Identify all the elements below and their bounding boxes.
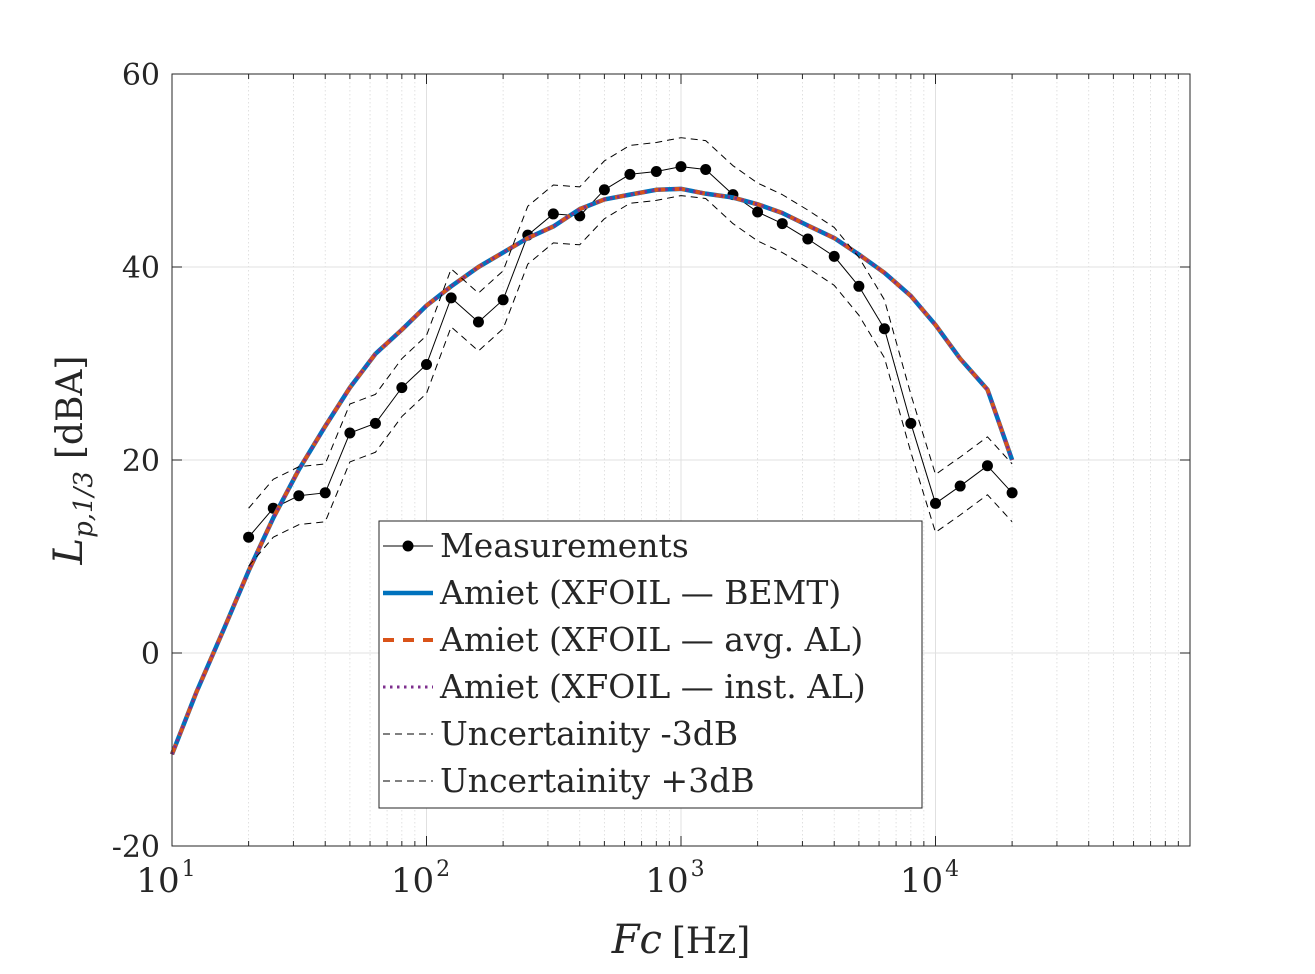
- legend-label: Uncertainity -3dB: [440, 714, 738, 753]
- legend-label: Uncertainity +3dB: [440, 761, 755, 800]
- measurement-point: [319, 487, 331, 499]
- measurement-point: [624, 168, 636, 180]
- y-axis-title-sub: p,1/3: [69, 471, 99, 538]
- y-axis-title: Lp,1/3 [dBA]: [46, 356, 99, 566]
- x-tick-exp: 3: [691, 857, 705, 882]
- x-tick-label: 104: [900, 857, 959, 901]
- measurement-point: [675, 161, 687, 173]
- measurement-point: [650, 165, 662, 177]
- measurement-point: [752, 206, 764, 218]
- legend-label: Amiet (XFOIL — avg. AL): [439, 620, 863, 659]
- x-tick-label: 103: [645, 857, 704, 901]
- measurement-point: [369, 417, 381, 429]
- measurement-point: [598, 184, 610, 196]
- measurement-point: [243, 531, 255, 543]
- measurement-point: [344, 427, 356, 439]
- x-tick-base: 10: [136, 861, 179, 901]
- measurement-point: [878, 323, 890, 335]
- legend-marker: [402, 540, 414, 552]
- measurement-point: [905, 417, 917, 429]
- measurement-point: [981, 460, 993, 472]
- series-line-4: [248, 195, 1013, 567]
- measurement-point: [1006, 487, 1018, 499]
- measurement-point: [802, 233, 814, 245]
- measurement-point: [776, 218, 788, 230]
- series-layer: [169, 137, 1018, 756]
- x-tick-exp: 1: [182, 857, 196, 882]
- x-axis-title-main: Fc: [611, 917, 662, 963]
- y-tick-label: 20: [122, 444, 160, 479]
- x-tick-label: 101: [136, 857, 195, 901]
- measurement-point: [445, 292, 457, 304]
- y-tick-label: 0: [141, 637, 160, 672]
- x-tick-base: 10: [900, 861, 943, 901]
- measurement-point: [547, 208, 559, 220]
- legend-label: Measurements: [440, 526, 689, 565]
- legend-box: [378, 520, 923, 809]
- y-tick-label: 40: [122, 251, 160, 286]
- x-tick-base: 10: [645, 861, 688, 901]
- legend-label: Amiet (XFOIL — BEMT): [439, 573, 841, 612]
- x-tick-base: 10: [391, 861, 434, 901]
- measurement-point: [930, 497, 941, 509]
- measurement-point: [700, 164, 712, 176]
- measurement-point: [293, 490, 305, 502]
- legend-label: Amiet (XFOIL — inst. AL): [439, 667, 866, 706]
- measurement-point: [497, 294, 509, 306]
- legend: Measurements Amiet (XFOIL — BEMT) Amiet (X…: [378, 520, 923, 809]
- legend-entries: Measurements Amiet (XFOIL — BEMT) Amiet (X…: [383, 526, 866, 800]
- measurement-point: [421, 358, 432, 370]
- y-tick-label: 60: [122, 58, 160, 93]
- measurement-point: [396, 382, 408, 394]
- y-axis-title-main: L: [46, 538, 92, 566]
- series-line-5: [248, 137, 1013, 509]
- measurement-point: [828, 250, 840, 262]
- y-tick-label: -20: [112, 830, 160, 865]
- x-tick-label: 102: [391, 857, 450, 901]
- y-axis-title-unit: [dBA]: [50, 356, 91, 460]
- series-line-3: [170, 187, 1014, 755]
- measurement-point: [472, 316, 484, 328]
- measurement-point: [954, 480, 966, 492]
- x-tick-exp: 2: [436, 857, 450, 882]
- x-axis-title: Fc [Hz]: [611, 917, 751, 963]
- x-tick-exp: 4: [945, 857, 959, 882]
- x-axis-title-unit: [Hz]: [672, 921, 750, 962]
- measurement-point: [853, 280, 865, 292]
